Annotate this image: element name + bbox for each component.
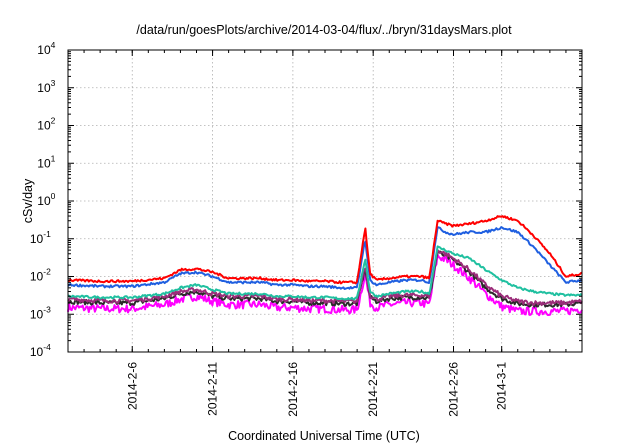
x-axis-ticks: 2014-2-6 2014-2-11 2014-2-16 2014-2-21 2014-…: [83, 50, 567, 417]
x-tick-label: 2014-3-1: [495, 362, 509, 410]
y-tick-label: 10-3: [30, 304, 51, 321]
y-tick-label: 102: [37, 116, 55, 133]
y-tick-label: 104: [37, 40, 55, 57]
x-tick-label: 2014-2-6: [125, 362, 139, 410]
series-line: [67, 249, 583, 307]
x-tick-label: 2014-2-26: [447, 362, 461, 417]
y-tick-label: 101: [37, 153, 55, 170]
y-axis-ticks: 104 103 102 101 100 10-1 10-2 10-3 10-4: [30, 40, 582, 359]
series-line: [67, 253, 583, 317]
y-tick-label: 100: [37, 191, 55, 208]
y-axis-label: cSv/day: [21, 178, 35, 223]
y-tick-label: 10-1: [30, 229, 51, 246]
x-tick-label: 2014-2-16: [286, 362, 300, 417]
series-line: [67, 215, 583, 285]
y-tick-label: 10-2: [30, 267, 51, 284]
series-layer: [67, 215, 583, 317]
y-tick-label: 103: [37, 78, 55, 95]
y-tick-label: 10-4: [30, 342, 51, 359]
x-axis-label: Coordinated Universal Time (UTC): [228, 429, 420, 443]
x-tick-label: 2014-2-11: [206, 362, 220, 416]
series-line: [67, 226, 583, 290]
chart-title: /data/run/goesPlots/archive/2014-03-04/f…: [136, 23, 512, 37]
x-tick-label: 2014-2-21: [366, 362, 380, 417]
series-line: [67, 245, 583, 301]
